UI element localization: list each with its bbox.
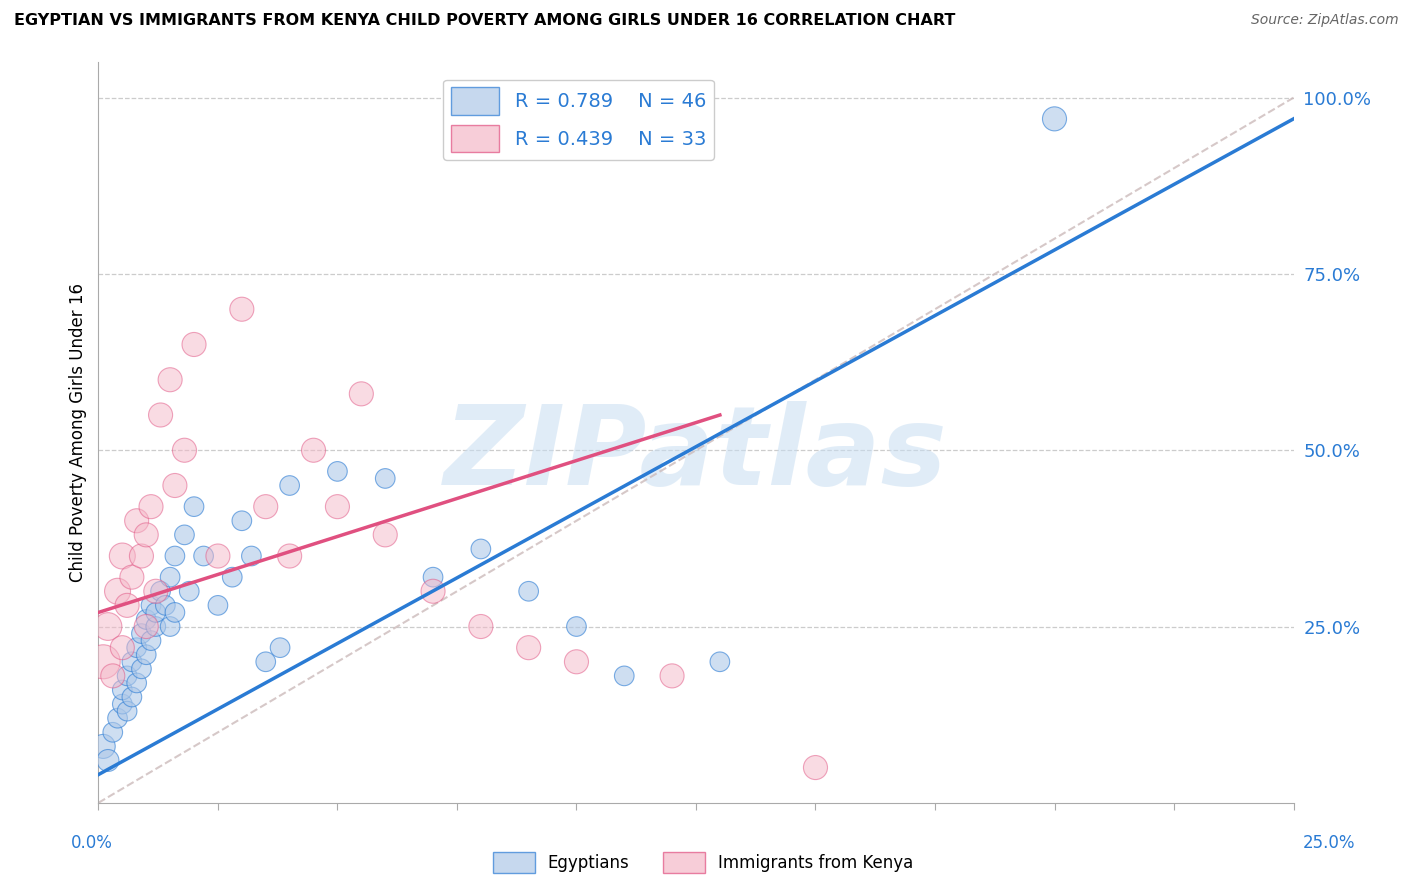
Point <box>173 528 195 542</box>
Point <box>121 570 143 584</box>
Text: EGYPTIAN VS IMMIGRANTS FROM KENYA CHILD POVERTY AMONG GIRLS UNDER 16 CORRELATION: EGYPTIAN VS IMMIGRANTS FROM KENYA CHILD … <box>14 13 956 29</box>
Point <box>422 570 444 584</box>
Point <box>326 464 349 478</box>
Point <box>111 549 134 563</box>
Point <box>97 619 120 633</box>
Point <box>278 549 301 563</box>
Point <box>145 619 167 633</box>
Point <box>470 541 492 556</box>
Point <box>125 514 148 528</box>
Point <box>804 760 827 774</box>
Point <box>107 711 129 725</box>
Point <box>155 599 177 613</box>
Point <box>139 500 162 514</box>
Point <box>135 619 157 633</box>
Point <box>350 387 373 401</box>
Point <box>91 739 114 754</box>
Point <box>135 648 157 662</box>
Point <box>101 669 124 683</box>
Text: 25.0%: 25.0% <box>1302 834 1355 852</box>
Point <box>470 619 492 633</box>
Point <box>149 408 172 422</box>
Legend: R = 0.789    N = 46, R = 0.439    N = 33: R = 0.789 N = 46, R = 0.439 N = 33 <box>443 79 714 160</box>
Point <box>422 584 444 599</box>
Point <box>302 443 325 458</box>
Point <box>183 337 205 351</box>
Point <box>254 655 277 669</box>
Point <box>135 612 157 626</box>
Point <box>163 549 186 563</box>
Point <box>159 373 181 387</box>
Point <box>374 471 396 485</box>
Point <box>107 584 129 599</box>
Point <box>111 640 134 655</box>
Point <box>139 633 162 648</box>
Point <box>709 655 731 669</box>
Point <box>97 754 120 768</box>
Point <box>125 640 148 655</box>
Point <box>131 662 153 676</box>
Y-axis label: Child Poverty Among Girls Under 16: Child Poverty Among Girls Under 16 <box>69 283 87 582</box>
Point <box>111 697 134 711</box>
Point <box>91 655 114 669</box>
Point <box>115 704 138 718</box>
Legend: Egyptians, Immigrants from Kenya: Egyptians, Immigrants from Kenya <box>486 846 920 880</box>
Text: 0.0%: 0.0% <box>70 834 112 852</box>
Point <box>131 626 153 640</box>
Point <box>231 514 253 528</box>
Point <box>159 570 181 584</box>
Point <box>661 669 683 683</box>
Point <box>145 584 167 599</box>
Point <box>183 500 205 514</box>
Point <box>207 549 229 563</box>
Text: ZIPatlas: ZIPatlas <box>444 401 948 508</box>
Point <box>115 669 138 683</box>
Point <box>221 570 243 584</box>
Point <box>193 549 215 563</box>
Point <box>163 478 186 492</box>
Point <box>613 669 636 683</box>
Point <box>565 619 588 633</box>
Point <box>1043 112 1066 126</box>
Point <box>149 584 172 599</box>
Point <box>278 478 301 492</box>
Point <box>145 606 167 620</box>
Point <box>517 584 540 599</box>
Point <box>326 500 349 514</box>
Point <box>269 640 291 655</box>
Point <box>207 599 229 613</box>
Point <box>121 690 143 704</box>
Point <box>231 302 253 317</box>
Point <box>254 500 277 514</box>
Point <box>517 640 540 655</box>
Point <box>163 606 186 620</box>
Point <box>121 655 143 669</box>
Point <box>173 443 195 458</box>
Point <box>139 599 162 613</box>
Point <box>131 549 153 563</box>
Point <box>101 725 124 739</box>
Text: Source: ZipAtlas.com: Source: ZipAtlas.com <box>1251 13 1399 28</box>
Point <box>240 549 263 563</box>
Point <box>565 655 588 669</box>
Point <box>179 584 201 599</box>
Point <box>115 599 138 613</box>
Point <box>135 528 157 542</box>
Point <box>374 528 396 542</box>
Point <box>111 683 134 698</box>
Point <box>159 619 181 633</box>
Point <box>125 676 148 690</box>
